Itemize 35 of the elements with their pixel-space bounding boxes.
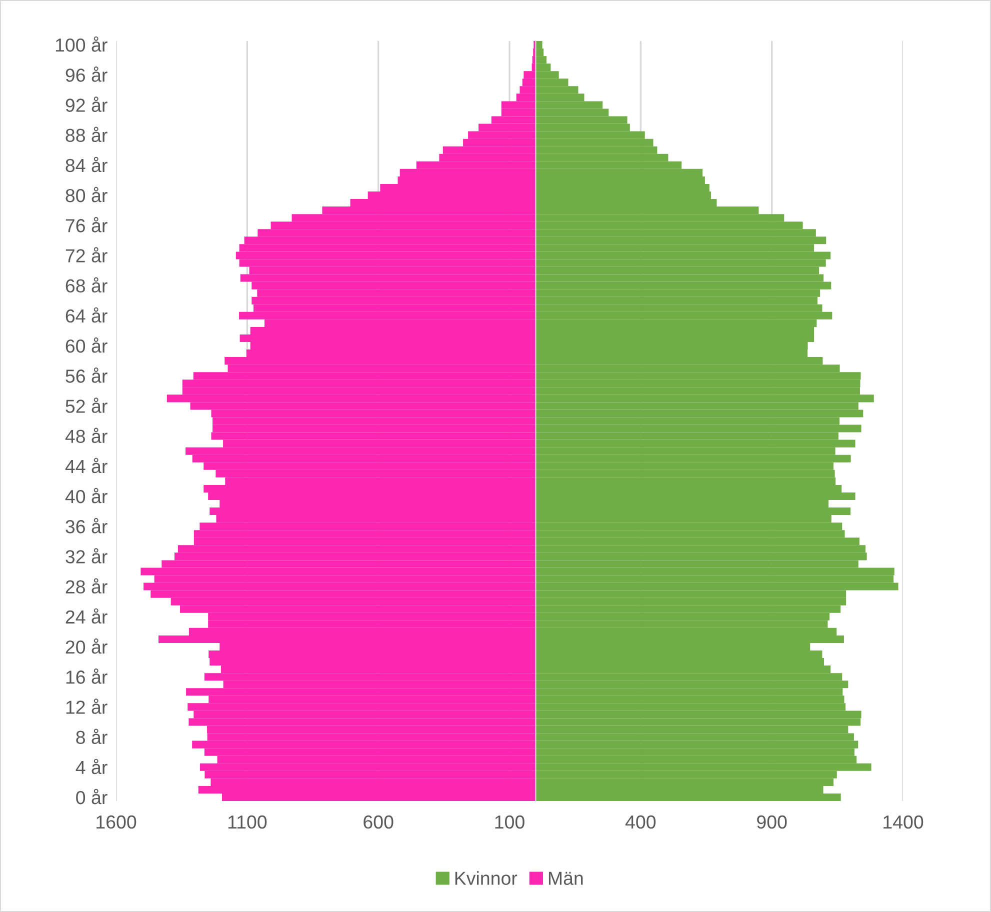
y-tick-label: 68 år xyxy=(66,277,108,293)
y-tick-label: 16 år xyxy=(66,668,108,684)
y-tick-label: 52 år xyxy=(66,398,108,413)
y-tick-label: 88 år xyxy=(66,126,108,142)
x-tick-label: 1400 xyxy=(884,815,924,829)
y-tick-label: 72 år xyxy=(66,247,108,262)
y-tick-label: 56 år xyxy=(66,368,108,383)
y-tick-label: 32 år xyxy=(66,548,108,564)
y-tick-label: 48 år xyxy=(65,428,108,444)
x-tick-label: 1100 xyxy=(228,815,267,829)
y-tick-label: 76 år xyxy=(66,217,108,232)
y-tick-label: 64 år xyxy=(66,307,108,323)
x-tick-label: 100 xyxy=(495,815,524,829)
y-tick-label: 0 år xyxy=(76,788,108,804)
x-tick-label: 1600 xyxy=(96,815,136,829)
y-tick-label: 100 år xyxy=(56,36,108,52)
y-tick-label: 4 år xyxy=(76,758,108,774)
y-tick-label: 84 år xyxy=(66,156,108,172)
y-tick-label: 96 år xyxy=(66,66,108,82)
y-tick-label: 60 år xyxy=(66,337,108,353)
y-tick-label: 20 år xyxy=(66,638,108,654)
y-tick-label: 36 år xyxy=(66,518,108,534)
y-tick-label: 92 år xyxy=(66,96,108,112)
y-tick-label: 28 år xyxy=(66,578,108,594)
x-tick-label: 900 xyxy=(757,815,787,829)
legend-label: Kvinnor xyxy=(455,871,518,885)
y-tick-label: 80 år xyxy=(66,186,108,202)
x-tick-label: 400 xyxy=(625,815,656,829)
y-tick-label: 40 år xyxy=(65,488,108,504)
legend-label: Män xyxy=(548,872,583,885)
y-tick-label: 12 år xyxy=(66,698,108,714)
y-tick-label: 44 år xyxy=(65,458,108,474)
x-tick-label: 600 xyxy=(364,815,394,829)
y-tick-label: 24 år xyxy=(66,608,108,624)
y-tick-label: 8 år xyxy=(76,728,108,744)
